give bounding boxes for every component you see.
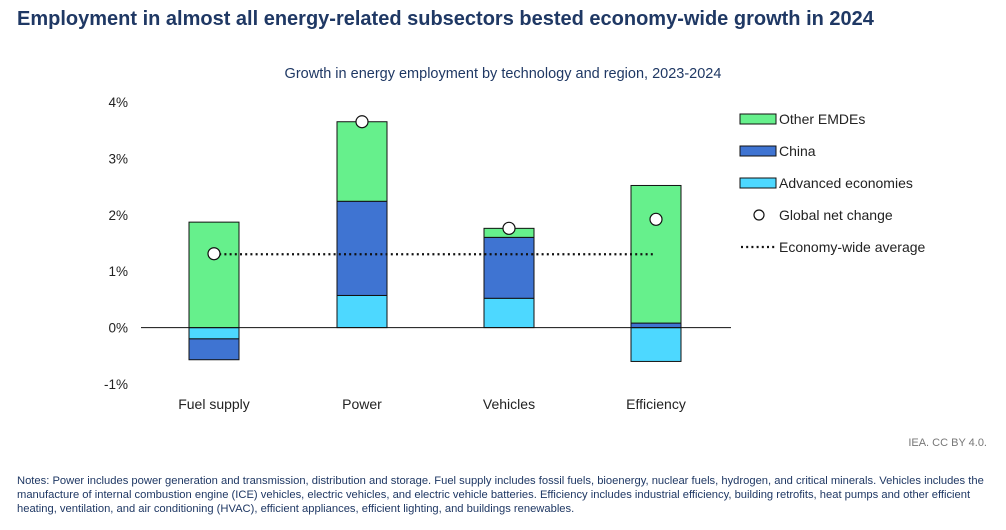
y-tick-label: 0% (108, 321, 128, 336)
legend-swatch-china (739, 145, 777, 157)
global-net-change-marker (355, 115, 369, 129)
x-category-label: Efficiency (626, 396, 686, 412)
chart-title: Growth in energy employment by technolog… (284, 66, 722, 82)
bar-other-emdes-efficiency (630, 184, 682, 324)
y-tick-label: 4% (108, 95, 128, 110)
global-net-change-marker (649, 212, 663, 226)
bar-china-power (336, 200, 388, 296)
legend-swatch-other-emdes (739, 113, 777, 125)
legend-label: China (779, 143, 816, 159)
bar-advanced-economies-vehicles (483, 297, 535, 329)
bar-advanced-economies-fuel-supply (188, 327, 240, 340)
global-net-change-marker (207, 247, 221, 261)
legend-swatch-advanced-economies (739, 177, 777, 189)
legend-label: Other EMDEs (779, 111, 865, 127)
source-credit: IEA. CC BY 4.0. (908, 437, 987, 449)
y-tick-label: 3% (108, 151, 128, 166)
global-net-change-marker (502, 221, 516, 235)
x-category-label: Vehicles (483, 396, 535, 412)
bar-advanced-economies-power (336, 294, 388, 329)
x-category-label: Power (342, 396, 382, 412)
bar-china-vehicles (483, 236, 535, 299)
y-tick-label: 2% (108, 208, 128, 223)
legend-label: Global net change (779, 207, 893, 223)
bar-advanced-economies-efficiency (630, 327, 682, 362)
bar-other-emdes-power (336, 121, 388, 202)
page-title: Employment in almost all energy-related … (17, 8, 874, 30)
y-tick-label: 1% (108, 264, 128, 279)
bar-china-efficiency (630, 322, 682, 329)
legend-marker-global-net-change (753, 209, 765, 221)
bar-other-emdes-fuel-supply (188, 221, 240, 329)
chart-notes: Notes: Power includes power generation a… (17, 475, 984, 515)
legend-label: Advanced economies (779, 175, 913, 191)
y-tick-label: -1% (104, 377, 128, 392)
bar-china-fuel-supply (188, 338, 240, 361)
legend-label: Economy-wide average (779, 239, 926, 255)
x-category-label: Fuel supply (178, 396, 250, 412)
